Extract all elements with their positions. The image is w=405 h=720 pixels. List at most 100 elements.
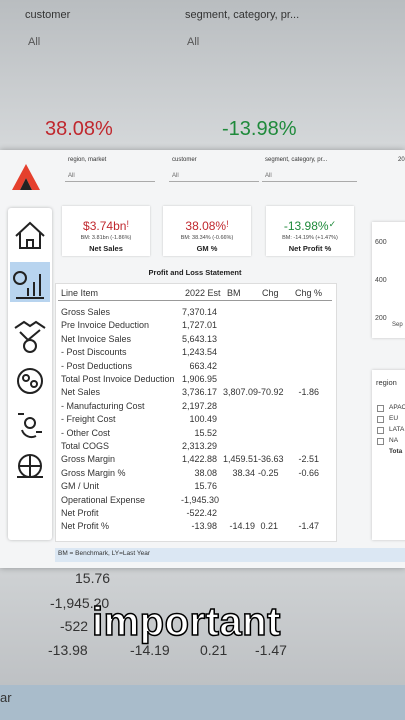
home-icon[interactable] [15,221,45,249]
bg-value: -522 [60,618,89,634]
bg-footer [0,685,405,720]
region-item: APAC [389,404,405,411]
globe-icon[interactable] [17,454,43,478]
kpi-card [62,206,150,256]
row-label: Net Invoice Sales [61,333,132,344]
people-icon[interactable] [17,368,43,394]
expand-icon [377,416,384,423]
table-value: -0.25 [258,467,279,478]
slicer-box [65,181,155,182]
table-value: -522.42 [186,508,217,518]
bg-value: 15.76 [75,570,111,586]
row-label: - Manufacturing Cost [61,400,145,411]
table-value: -1.47 [298,521,319,532]
row-label: - Post Deductions [61,360,133,371]
table-value: -13.98 [191,521,217,532]
nav-icons [13,221,46,478]
header-rule [58,300,332,301]
chart-icon[interactable] [13,271,44,299]
table-value: -0.66 [298,467,319,478]
x-label: Sep [392,322,403,328]
table-value: -70.92 [258,387,284,398]
region-item: LATA [389,426,405,433]
table-value: -1,945.30 [181,494,220,505]
footnote: BM = Benchmark, LY=Last Year [58,550,151,557]
caption: important [91,599,281,645]
table-value: -1.86 [298,387,319,398]
handshake-icon[interactable] [14,320,46,353]
row-label: Gross Margin % [61,467,126,478]
y-label: 600 [375,239,387,246]
row-label: Operational Expense [61,494,146,505]
table-value: 1,906.95 [181,374,217,384]
slicer-box [169,181,259,182]
row-label: Net Sales [61,387,101,398]
kpi-benchmark: BM: -14.19% (+1.47%) [282,235,338,241]
table-value: -2.51 [298,454,319,465]
expand-icon [377,427,384,434]
kpi-benchmark: BM: 38.34% (-0.66%) [180,235,234,241]
table-value: -36.63 [258,454,284,465]
region-panel [372,370,405,540]
region-title: region [376,378,397,387]
bg-value: -1,945.20 [50,595,110,611]
region-item: EU [389,415,399,422]
bg-top [0,0,405,150]
table-value: 1,243.54 [181,347,217,358]
row-label: Net Profit % [61,521,110,532]
y-label: 200 [375,315,387,322]
bg-value: -14.19 [130,642,170,658]
logo [12,164,40,190]
table-value: -14.19 [229,521,255,532]
y-label: 400 [375,277,387,284]
kpi-value: -13.98%✓ [283,219,337,233]
slicer-value: All [265,173,272,179]
kpi-flag: ! [126,219,129,229]
column-header: Line Item [61,288,99,298]
table-value: 0.21 [260,521,278,532]
kpi-label: GM % [196,244,218,253]
table-title: Profit and Loss Statement [148,268,242,277]
row-label: Gross Margin [61,454,116,465]
bg-kpi: -13.98% [222,118,297,140]
pl-table [55,283,337,542]
table-value: 2,197.28 [181,400,217,411]
table-value: 3,807.09 [223,387,259,398]
bg-slicer-value: All [28,36,41,48]
table-value: 1,422.88 [181,454,217,465]
row-label: - Post Discounts [61,347,127,358]
table-value: 15.76 [194,481,217,492]
row-label: - Other Cost [61,427,111,438]
bg-value: -1.47 [255,642,287,658]
bg-slicer-label: segment, category, pr... [185,9,300,21]
region-item: NA [389,437,399,444]
table-value: 7,370.14 [181,307,217,317]
kpi-value: $3.74bn! [83,219,129,233]
slicer-label: customer [172,157,197,163]
table-value: 3,736.17 [181,387,217,398]
kpi-benchmark: BM: 3.81bn (-1.86%) [80,235,132,241]
table-value: 1,727.01 [181,320,217,331]
table-value: 5,643.13 [181,333,217,344]
bg-slicer-value: All [187,36,200,48]
region-item: Tota [389,448,403,455]
supply-icon[interactable] [18,413,42,439]
bg-footer-text: ar [0,690,12,705]
table-value: 2,313.29 [181,441,217,451]
table-value: 38.34 [232,467,255,478]
expand-icon [377,405,384,412]
table-value: 15.52 [194,427,217,438]
slicer-box [262,181,357,182]
bg-slicer-label: customer [25,9,71,21]
slicer-label: 20 [398,157,405,163]
kpi-label: Net Profit % [288,244,332,253]
kpi-value: 38.08%! [185,219,229,233]
column-header: Chg [262,288,279,298]
kpi-card [163,206,251,256]
column-header: BM [227,288,241,298]
kpi-card [266,206,354,256]
bg-value: -13.98 [48,642,88,658]
column-header: Chg % [295,288,323,298]
expand-icon [377,438,384,445]
kpi-label: Net Sales [89,244,123,253]
